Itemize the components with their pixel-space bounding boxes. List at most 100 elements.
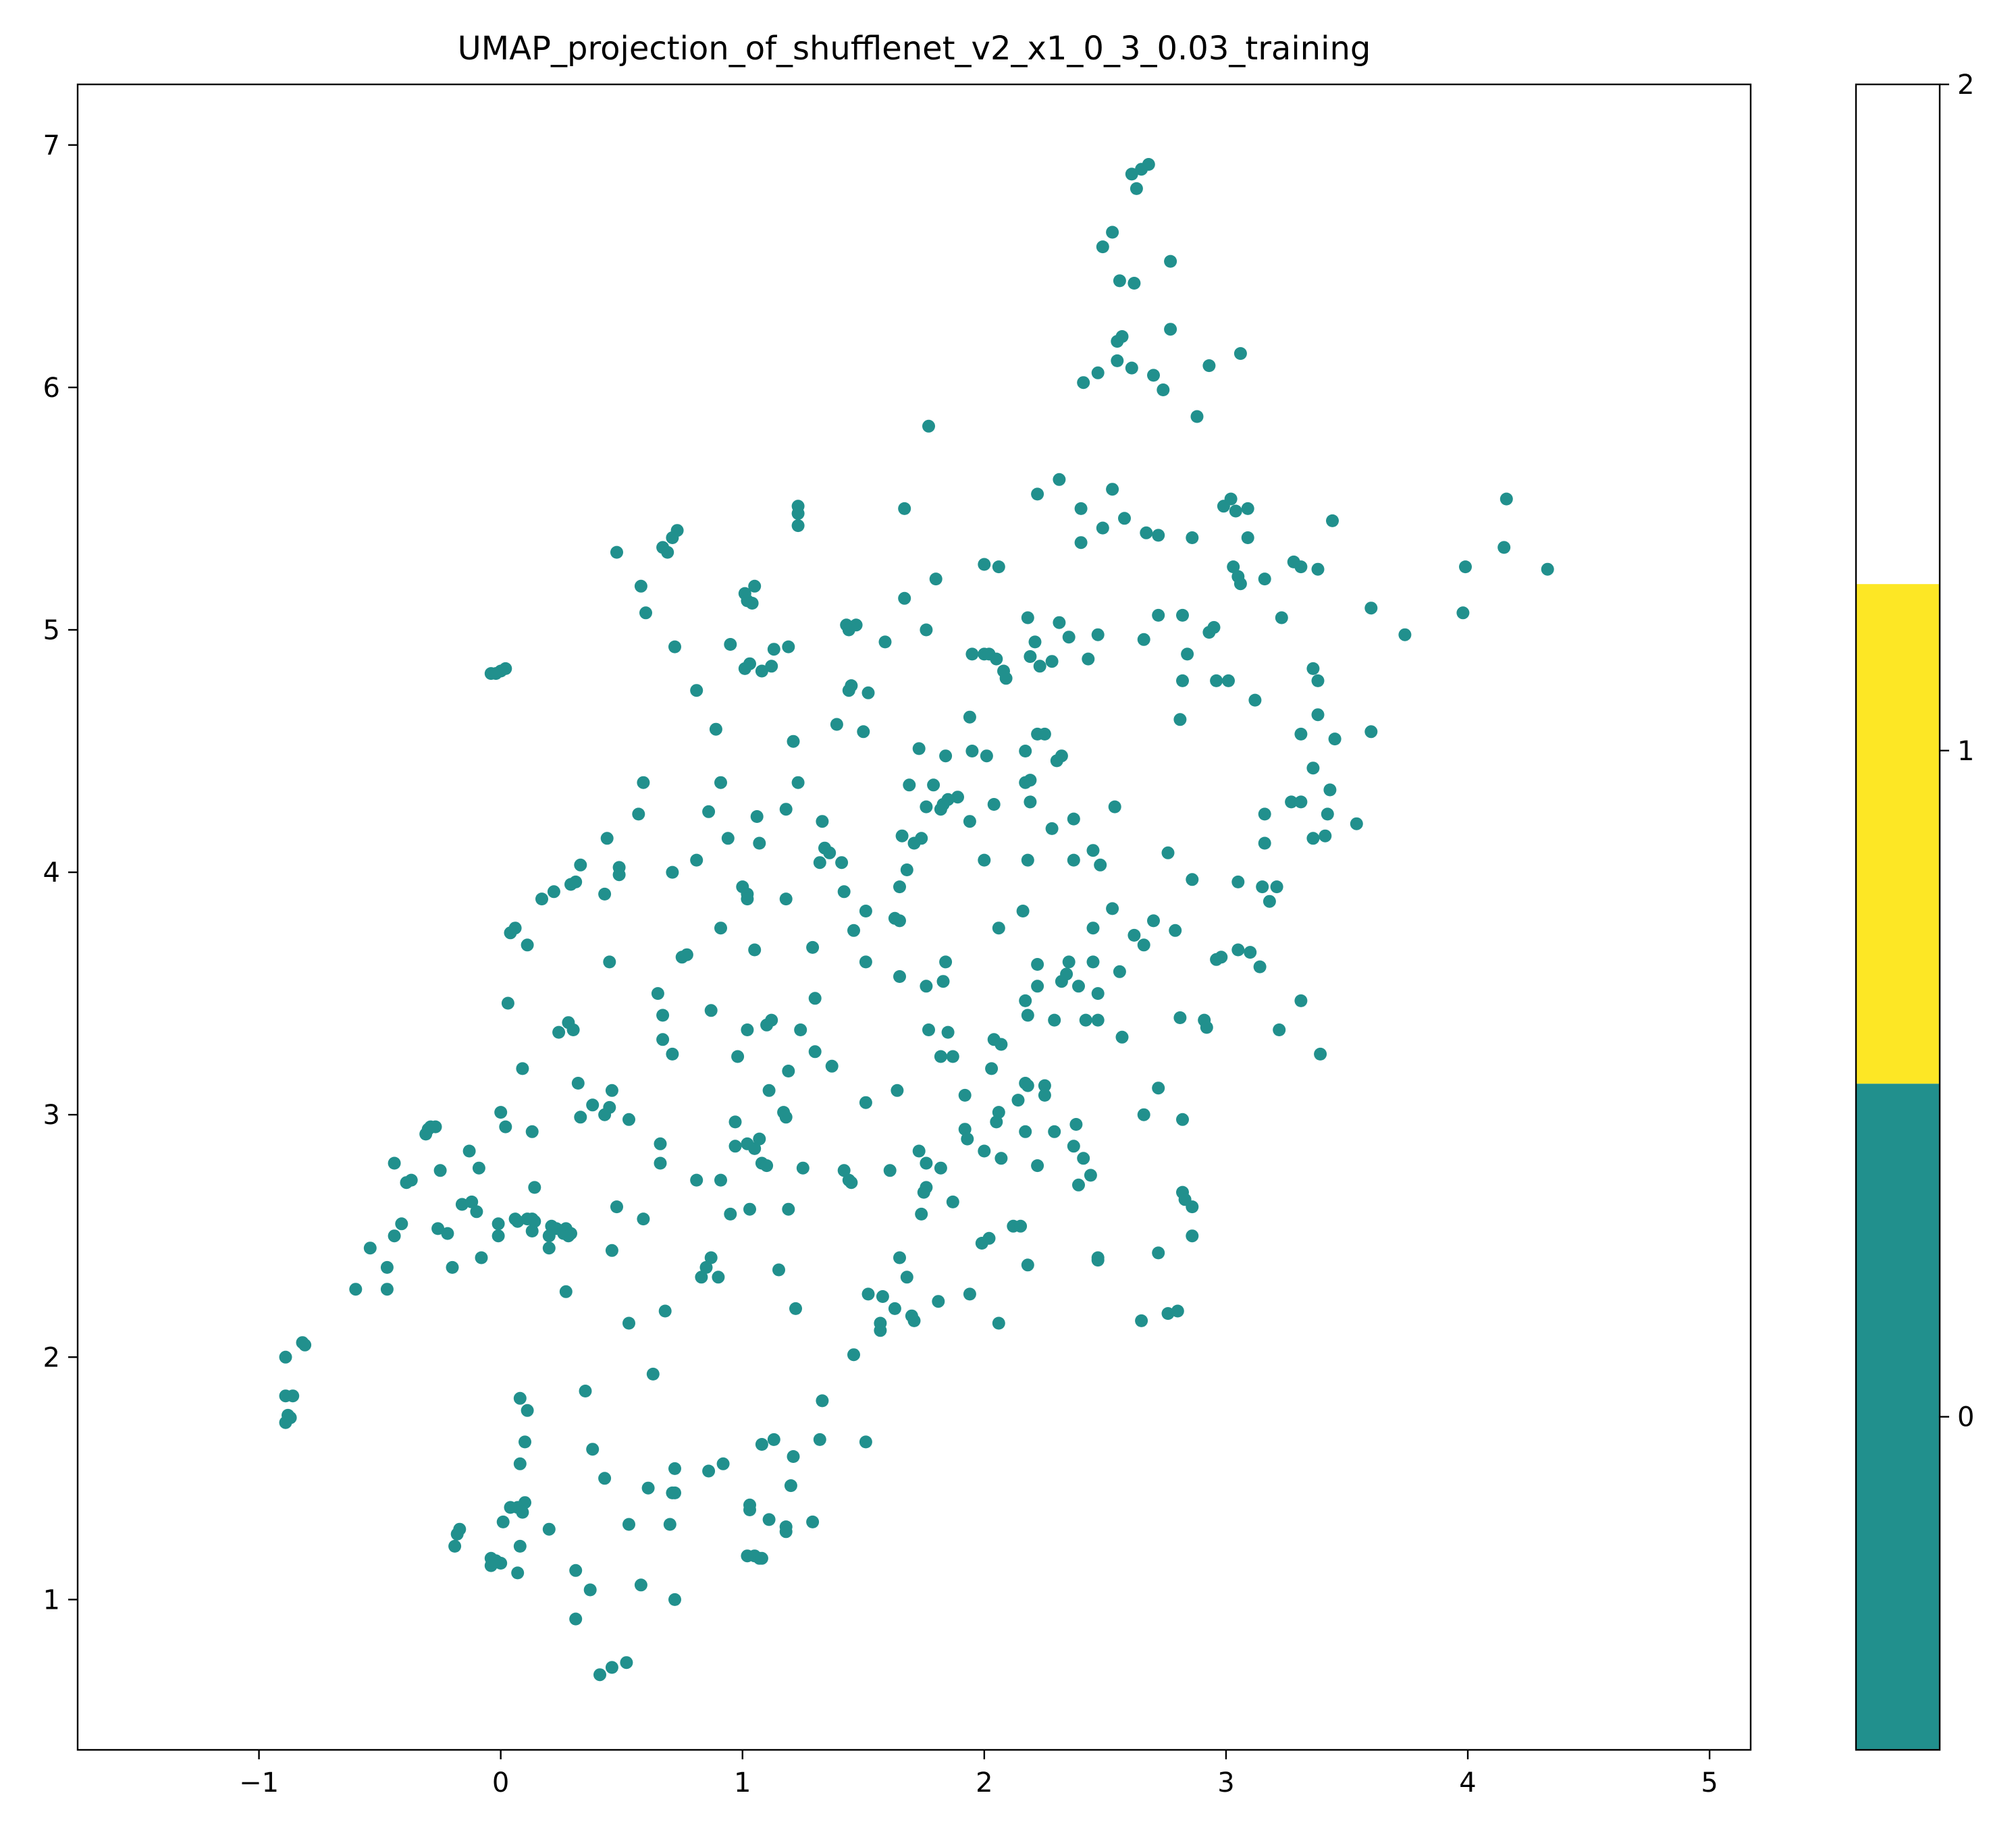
scatter-point <box>861 686 875 699</box>
scatter-point <box>1234 577 1247 591</box>
scatter-point <box>789 1302 802 1315</box>
scatter-point <box>1048 1013 1061 1027</box>
scatter-point <box>1135 1314 1148 1327</box>
scatter-point <box>965 647 979 661</box>
x-tick-label: 4 <box>1459 1767 1476 1798</box>
scatter-point <box>1140 526 1153 539</box>
scatter-point <box>859 955 872 969</box>
scatter-point <box>1241 531 1254 544</box>
scatter-point <box>1137 938 1150 952</box>
scatter-point <box>755 664 768 678</box>
scatter-point <box>1019 1125 1032 1138</box>
scatter-point <box>528 1181 541 1194</box>
scatter-point <box>900 1271 913 1284</box>
scatter-point <box>513 1457 527 1470</box>
scatter-point <box>1118 512 1131 525</box>
scatter-point <box>1086 955 1100 969</box>
scatter-point <box>1014 1219 1028 1233</box>
scatter-point <box>504 1501 517 1514</box>
scatter-point <box>1045 822 1059 835</box>
scatter-point <box>728 1115 742 1129</box>
scatter-point <box>1176 608 1189 622</box>
scatter-point <box>690 1173 704 1187</box>
scatter-point <box>837 1164 851 1177</box>
scatter-point <box>721 832 735 845</box>
scatter-point <box>965 745 979 757</box>
scatter-point <box>920 623 933 637</box>
scatter-point <box>816 1394 829 1408</box>
scatter-point <box>1062 955 1076 969</box>
scatter-point <box>605 1661 618 1674</box>
scatter-point <box>1135 163 1148 176</box>
scatter-point <box>702 805 716 818</box>
scatter-point <box>651 987 664 1000</box>
scatter-point <box>883 1164 897 1177</box>
scatter-point <box>1258 807 1271 821</box>
scatter-point <box>806 1515 820 1528</box>
scatter-point <box>525 1125 539 1138</box>
scatter-point <box>934 803 947 816</box>
scatter-point <box>499 1120 512 1133</box>
scatter-point <box>654 1156 667 1170</box>
scatter-point <box>593 1668 606 1682</box>
scatter-point <box>1210 674 1223 687</box>
scatter-point <box>1028 635 1042 649</box>
scatter-point <box>825 1059 839 1073</box>
scatter-point <box>813 856 826 870</box>
scatter-point <box>1096 240 1109 254</box>
x-axis: −1 0 1 2 3 4 5 <box>239 1750 1718 1798</box>
scatter-point <box>695 1271 708 1284</box>
scatter-point <box>714 922 727 935</box>
scatter-point <box>958 1088 972 1102</box>
scatter-point <box>571 1077 585 1090</box>
scatter-point <box>545 1219 558 1233</box>
scatter-point <box>765 1013 778 1027</box>
scatter-point <box>1021 1258 1034 1272</box>
y-tick-label: 1 <box>43 1584 60 1616</box>
scatter-point <box>465 1195 479 1208</box>
scatter-point <box>610 545 623 559</box>
scatter-point <box>1173 1011 1187 1024</box>
scatter-point <box>992 1316 1005 1330</box>
scatter-point <box>569 1564 583 1577</box>
scatter-point <box>620 1656 633 1670</box>
scatter-point <box>1200 1021 1213 1034</box>
scatter-point <box>1031 958 1044 971</box>
scatter-point <box>455 1198 469 1211</box>
scatter-point <box>907 1314 921 1327</box>
scatter-point <box>753 836 766 850</box>
scatter-point <box>535 892 548 906</box>
scatter-point <box>762 1513 776 1526</box>
scatter-point <box>1125 167 1138 181</box>
scatter-point <box>1077 1152 1090 1165</box>
scatter-point <box>668 1462 681 1475</box>
scatter-point <box>731 1050 745 1063</box>
scatter-point <box>1038 727 1051 741</box>
scatter-point <box>1186 1229 1199 1243</box>
scatter-point <box>934 1050 947 1063</box>
scatter-point <box>878 635 892 649</box>
scatter-point <box>714 1173 727 1187</box>
scatter-point <box>279 1350 292 1364</box>
scatter-point <box>1328 732 1342 746</box>
x-tick-label: −1 <box>239 1767 279 1798</box>
scatter-point <box>847 924 860 937</box>
scatter-point <box>429 1120 442 1133</box>
scatter-point <box>1311 674 1325 687</box>
scatter-point <box>1459 560 1472 574</box>
scatter-point <box>1031 1159 1044 1173</box>
x-tick-label: 2 <box>976 1767 992 1798</box>
scatter-point <box>716 1457 730 1470</box>
scatter-point <box>714 776 727 789</box>
scatter-point <box>1053 473 1066 486</box>
scatter-point <box>1326 514 1339 527</box>
scatter-point <box>1021 1009 1034 1022</box>
scatter-point <box>830 718 843 731</box>
scatter-point <box>448 1539 462 1553</box>
scatter-point <box>1091 1254 1105 1267</box>
scatter-point <box>668 1593 681 1606</box>
scatter-point <box>1161 1307 1175 1320</box>
scatter-point <box>893 880 906 894</box>
scatter-point <box>1229 504 1242 518</box>
scatter-point <box>1113 274 1126 288</box>
